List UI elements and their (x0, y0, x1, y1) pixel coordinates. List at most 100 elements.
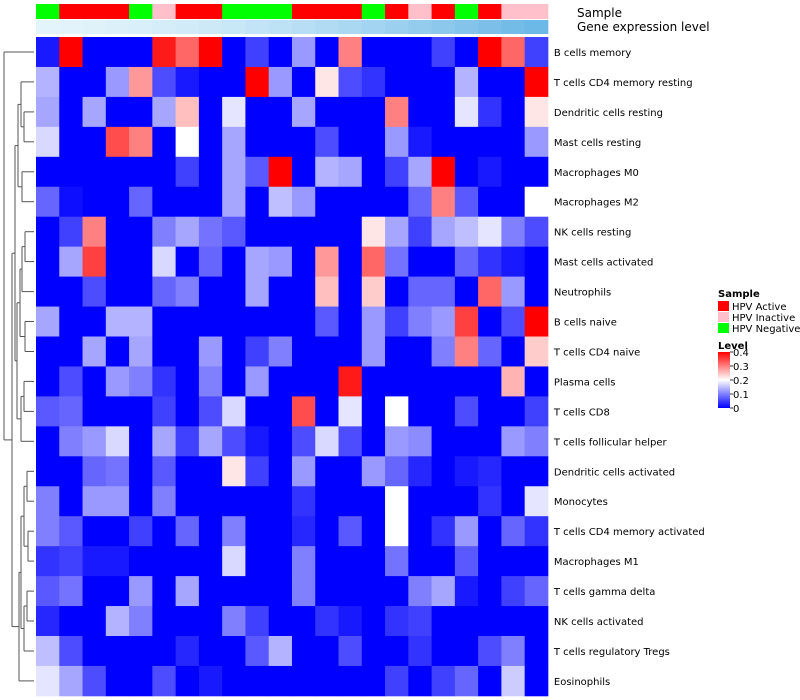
heatmap-cell (36, 126, 60, 158)
heatmap-cell (501, 156, 526, 188)
heatmap-cell (175, 576, 200, 607)
heatmap-cell (431, 456, 456, 487)
heatmap-cell (338, 66, 363, 98)
heatmap-cell (524, 486, 549, 517)
heatmap-cell (105, 37, 130, 68)
heatmap-cell (385, 336, 409, 367)
heatmap-cell (59, 306, 83, 337)
heatmap-cell (268, 665, 293, 697)
legend-level-tick-label: 0.1 (733, 390, 749, 401)
row-label: Macrophages M2 (554, 198, 639, 209)
heatmap-cell (105, 396, 130, 427)
heatmap-cell (524, 516, 549, 547)
heatmap-cell (129, 66, 153, 98)
heatmap-cell (198, 606, 223, 637)
heatmap-cell (198, 516, 223, 547)
heatmap-cell (291, 606, 316, 637)
sample-annotation-cell (59, 4, 83, 19)
heatmap-cell (524, 186, 549, 218)
heatmap-cell (315, 516, 339, 547)
heatmap-cell (175, 486, 200, 517)
row-label: Neutrophils (554, 288, 611, 299)
heatmap-cell (268, 186, 293, 218)
heatmap-cell (501, 336, 526, 367)
expression-annotation-cell (152, 20, 177, 34)
heatmap-cell (105, 126, 130, 158)
heatmap-cell (175, 186, 200, 218)
heatmap-cell (82, 186, 107, 218)
heatmap-cell (408, 336, 432, 367)
heatmap-cell (152, 665, 177, 697)
heatmap-cell (338, 306, 363, 337)
heatmap-cell (36, 576, 60, 607)
expression-annotation-cell (268, 20, 293, 34)
heatmap-cell (59, 396, 83, 427)
heatmap-cell (291, 426, 316, 457)
legend-level-tick-label: 0 (733, 404, 739, 415)
heatmap-cell (129, 276, 153, 307)
heatmap-cell (291, 336, 316, 367)
heatmap-cell (315, 486, 339, 517)
heatmap-cell (408, 306, 432, 337)
heatmap-cell (478, 246, 502, 277)
heatmap-cell (245, 186, 270, 218)
heatmap-cell (315, 37, 339, 68)
heatmap-cell (524, 37, 549, 68)
sample-annotation-cell (431, 4, 456, 19)
heatmap-cell (431, 516, 456, 547)
heatmap-cell (361, 246, 386, 277)
heatmap-cell (245, 426, 270, 457)
heatmap-cell (152, 246, 177, 277)
heatmap-cell (268, 126, 293, 158)
heatmap-cell (478, 426, 502, 457)
heatmap-cell (501, 516, 526, 547)
heatmap-cell (222, 246, 246, 277)
heatmap-cell (152, 396, 177, 427)
heatmap-cell (478, 396, 502, 427)
heatmap-cell (501, 396, 526, 427)
row-labels: B cells memory T cells CD4 memory resting… (553, 48, 705, 688)
heatmap-cell (524, 606, 549, 637)
expression-annotation-cell (501, 20, 526, 34)
heatmap-cell (198, 37, 223, 68)
sample-annotation-cell (478, 4, 502, 19)
heatmap-cell (408, 66, 432, 98)
heatmap-cell (59, 665, 83, 697)
row-dendrogram (3, 51, 34, 682)
heatmap-cell (524, 636, 549, 667)
heatmap-cell (478, 336, 502, 367)
heatmap-cell (245, 126, 270, 158)
heatmap-cell (338, 336, 363, 367)
heatmap-cell (454, 306, 479, 337)
heatmap-cell (105, 66, 130, 98)
heatmap-cell (501, 546, 526, 577)
heatmap-cell (82, 665, 107, 697)
heatmap-cell (82, 246, 107, 277)
heatmap-cell (501, 246, 526, 277)
heatmap-cell (268, 96, 293, 128)
heatmap-cell (222, 186, 246, 218)
heatmap-cell (338, 606, 363, 637)
heatmap-cell (291, 546, 316, 577)
heatmap-cell (222, 66, 246, 98)
heatmap-cell (36, 96, 60, 128)
heatmap-cell (245, 66, 270, 98)
heatmap-cell (454, 665, 479, 697)
heatmap-cell (524, 665, 549, 697)
heatmap-cell (198, 246, 223, 277)
heatmap-cell (524, 306, 549, 337)
heatmap-cell (361, 306, 386, 337)
heatmap-cell (524, 66, 549, 98)
heatmap-cell (198, 336, 223, 367)
row-label: Macrophages M1 (554, 557, 639, 568)
heatmap-cell (268, 426, 293, 457)
expression-annotation-cell (245, 20, 270, 34)
heatmap-cell (385, 636, 409, 667)
heatmap-cell (152, 456, 177, 487)
heatmap-cell (361, 216, 386, 248)
heatmap-cell (408, 246, 432, 277)
heatmap-cell (291, 366, 316, 397)
heatmap-cell (222, 96, 246, 128)
heatmap-cell (501, 456, 526, 487)
